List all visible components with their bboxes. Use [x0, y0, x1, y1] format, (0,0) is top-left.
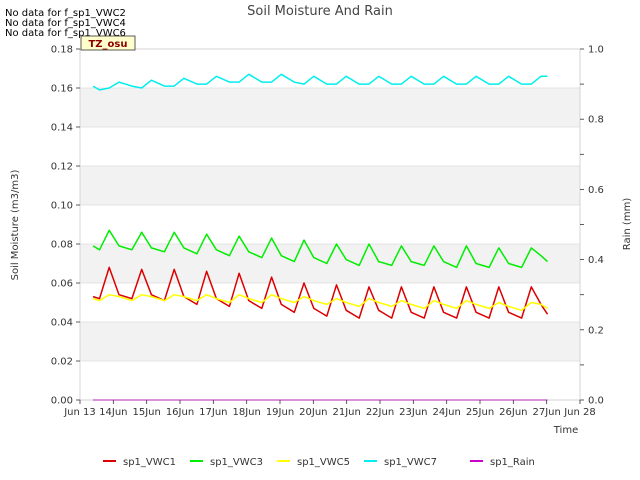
y-axis-label: Soil Moisture (m3/m3) — [10, 170, 21, 281]
x-tick-label: 17Jun — [199, 407, 227, 418]
x-tick-label: 22Jun — [366, 407, 394, 418]
y-tick-label: 0.02 — [51, 357, 73, 368]
y-tick-label: 0.00 — [51, 396, 73, 407]
series-line-sp1_VWC7 — [92, 73, 548, 91]
x-tick-label: 16Jun — [166, 407, 194, 418]
no-data-note: No data for f_sp1_VWC2 — [5, 8, 126, 19]
legend-label: sp1_VWC5 — [297, 457, 350, 468]
y-axis-ticks: 0.00 0.02 0.04 0.06 0.08 0.10 0.12 0.14 0.16 0.18 — [51, 45, 80, 407]
x-tick-label: 18Jun — [232, 407, 260, 418]
x-axis-ticks: Jun 13 14Jun 15Jun 16Jun 17Jun 18Jun 19Jun 20Ju… — [63, 400, 596, 418]
x-axis-label: Time — [553, 425, 578, 436]
y2-tick-label: 0.4 — [588, 255, 604, 266]
y2-tick-label: 1.0 — [588, 45, 604, 56]
y-tick-label: 0.14 — [51, 123, 73, 134]
x-tick-label: Jun 13 — [63, 407, 96, 418]
y2-tick-label: 0.2 — [588, 325, 604, 336]
series-line-sp1_VWC5 — [92, 293, 548, 312]
series-line-sp1_VWC3 — [92, 229, 549, 269]
grid-band — [80, 244, 580, 283]
background-bands — [80, 87, 580, 401]
legend-label: sp1_VWC3 — [210, 457, 263, 468]
grid-band — [80, 322, 580, 361]
y-tick-label: 0.10 — [51, 201, 73, 212]
y-tick-label: 0.16 — [51, 84, 73, 95]
x-tick-label: 21Jun — [332, 407, 360, 418]
x-tick-label: Jun 28 — [563, 407, 596, 418]
y2-axis-label: Rain (mm) — [622, 198, 633, 251]
y2-tick-label: 0.0 — [588, 396, 604, 407]
x-tick-label: 25Jun — [466, 407, 494, 418]
site-label-box: TZ_osu — [80, 35, 136, 51]
y-tick-label: 0.06 — [51, 279, 73, 290]
no-data-note: No data for f_sp1_VWC6 — [5, 28, 126, 39]
y2-tick-label: 0.8 — [588, 115, 604, 126]
x-tick-label: 15Jun — [132, 407, 160, 418]
y-tick-label: 0.08 — [51, 240, 73, 251]
x-tick-label: 27Jun — [532, 407, 560, 418]
chart-title: Soil Moisture And Rain — [247, 4, 393, 19]
legend-label: sp1_VWC7 — [384, 457, 437, 468]
legend-label: sp1_VWC1 — [123, 457, 176, 468]
legend-label: sp1_Rain — [490, 457, 535, 468]
x-tick-label: 23Jun — [399, 407, 427, 418]
x-tick-label: 20Jun — [299, 407, 327, 418]
y-tick-label: 0.12 — [51, 162, 73, 173]
y-tick-label: 0.18 — [51, 45, 73, 56]
y2-axis-ticks: 0.0 0.2 0.4 0.6 0.8 1.0 — [580, 45, 604, 407]
y2-tick-label: 0.6 — [588, 185, 604, 196]
site-label: TZ_osu — [88, 39, 127, 50]
series-line-sp1_VWC1 — [92, 266, 549, 319]
y-tick-label: 0.04 — [51, 318, 73, 329]
x-tick-label: 19Jun — [266, 407, 294, 418]
grid-band — [80, 88, 580, 127]
x-tick-label: 14Jun — [99, 407, 127, 418]
site-label-bg — [80, 35, 136, 51]
no-data-note: No data for f_sp1_VWC4 — [5, 18, 126, 29]
x-tick-label: 26Jun — [499, 407, 527, 418]
legend: sp1_VWC1 sp1_VWC3 sp1_VWC5 sp1_VWC7 sp1_Rain — [103, 457, 535, 468]
grid-band — [80, 166, 580, 205]
x-tick-label: 24Jun — [432, 407, 460, 418]
